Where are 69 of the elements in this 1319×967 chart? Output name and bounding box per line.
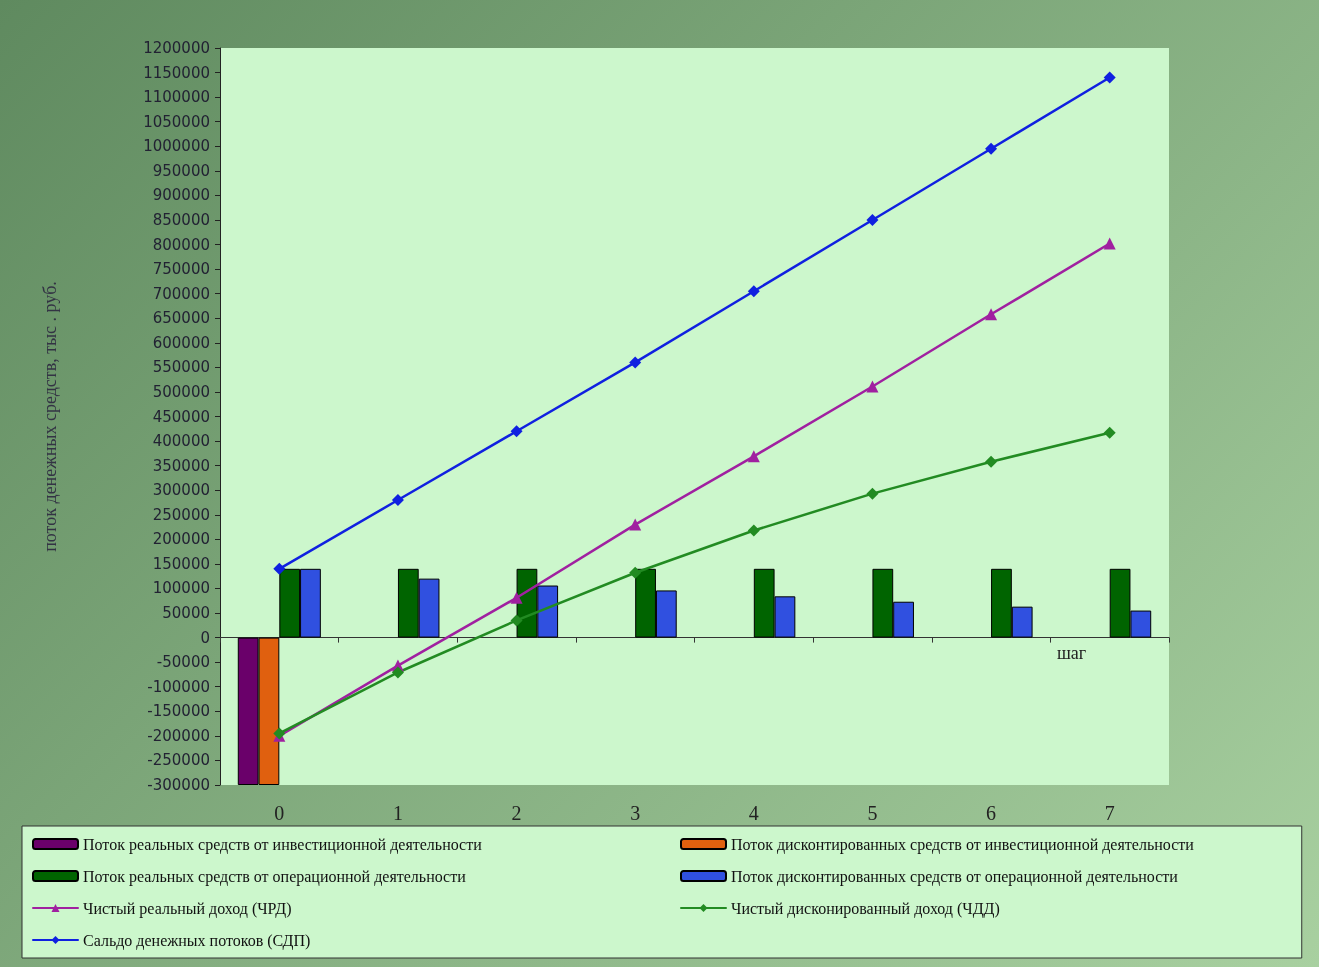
- legend-label: Поток реальных средств от инвестиционной деятельности: [83, 835, 483, 854]
- y-tick-label: 500000: [152, 382, 210, 401]
- point: [985, 142, 998, 155]
- legend-label: Чистый реальный доход (ЧРД): [83, 899, 292, 918]
- point: [747, 524, 760, 537]
- y-tick-label: -100000: [147, 677, 210, 696]
- y-tick-label: 800000: [152, 235, 210, 254]
- point: [985, 308, 998, 321]
- y-tick-label: 1000000: [143, 137, 210, 156]
- point: [629, 566, 642, 579]
- y-tick-label: -50000: [156, 653, 210, 672]
- y-tick-label: 100000: [152, 579, 210, 598]
- point: [629, 356, 642, 369]
- y-tick-label: 900000: [152, 186, 210, 205]
- y-tick-label: 250000: [152, 505, 210, 524]
- legend-label: Поток дисконтированных средств от операционной деятельности: [731, 867, 1179, 886]
- point: [510, 425, 523, 438]
- y-tick-label: 650000: [152, 309, 210, 328]
- y-tick-label: -250000: [147, 751, 210, 770]
- point: [391, 494, 404, 507]
- y-tick-label: 1100000: [143, 88, 210, 107]
- x-tick-label: 2: [511, 802, 522, 824]
- y-tick-label: 550000: [152, 358, 210, 377]
- y-tick-label: 350000: [152, 456, 210, 475]
- y-tick-label: 1050000: [143, 112, 210, 131]
- y-tick-label: 0: [200, 628, 210, 647]
- legend-label: Чистый дисконированный доход (ЧДД): [731, 899, 1000, 918]
- point: [866, 487, 879, 500]
- point: [747, 285, 760, 298]
- y-tick-label: -300000: [147, 776, 210, 794]
- x-tick-label: 5: [867, 802, 878, 824]
- point: [273, 562, 286, 575]
- x-tick-label: 4: [748, 802, 759, 824]
- point: [629, 518, 642, 531]
- x-tick-label: 0: [274, 802, 285, 824]
- y-tick-label: 750000: [152, 260, 210, 279]
- y-tick-label: 450000: [152, 407, 210, 426]
- legend-label: Сальдо денежных потоков (СДП): [83, 931, 311, 950]
- y-tick-label: 600000: [152, 333, 210, 352]
- y-tick-label: 850000: [152, 210, 210, 229]
- legend-label: Поток дисконтированных средств от инвестиционной деятельности: [731, 835, 1195, 854]
- x-tick-label: 7: [1104, 802, 1115, 824]
- point: [391, 666, 404, 679]
- x-axis-title: шаг: [1057, 642, 1087, 663]
- y-tick-label: 150000: [152, 554, 210, 573]
- x-tick-label: 6: [986, 802, 997, 824]
- y-tick-label: 1150000: [143, 63, 210, 82]
- point: [747, 450, 760, 463]
- point: [510, 614, 523, 627]
- y-axis-title: поток денежных средств, тыс . руб.: [40, 281, 60, 552]
- x-tick-label: 3: [630, 802, 641, 824]
- x-tick-label: 1: [392, 802, 403, 824]
- y-tick-label: 400000: [152, 432, 210, 451]
- point: [1103, 426, 1116, 439]
- point: [985, 455, 998, 468]
- point: [866, 380, 879, 393]
- point: [866, 213, 879, 226]
- y-tick-label: 1200000: [143, 39, 210, 57]
- y-tick-label: -200000: [147, 726, 210, 745]
- y-tick-label: 200000: [152, 530, 210, 549]
- y-tick-label: 50000: [162, 604, 210, 623]
- point: [1103, 71, 1116, 84]
- y-tick-label: 700000: [152, 284, 210, 303]
- point: [510, 591, 523, 604]
- y-tick-label: 300000: [152, 481, 210, 500]
- y-tick-label: -150000: [147, 702, 210, 721]
- point: [1103, 237, 1116, 250]
- y-tick-label: 950000: [152, 161, 210, 180]
- legend-label: Поток реальных средств от операционной деятельности: [83, 867, 467, 886]
